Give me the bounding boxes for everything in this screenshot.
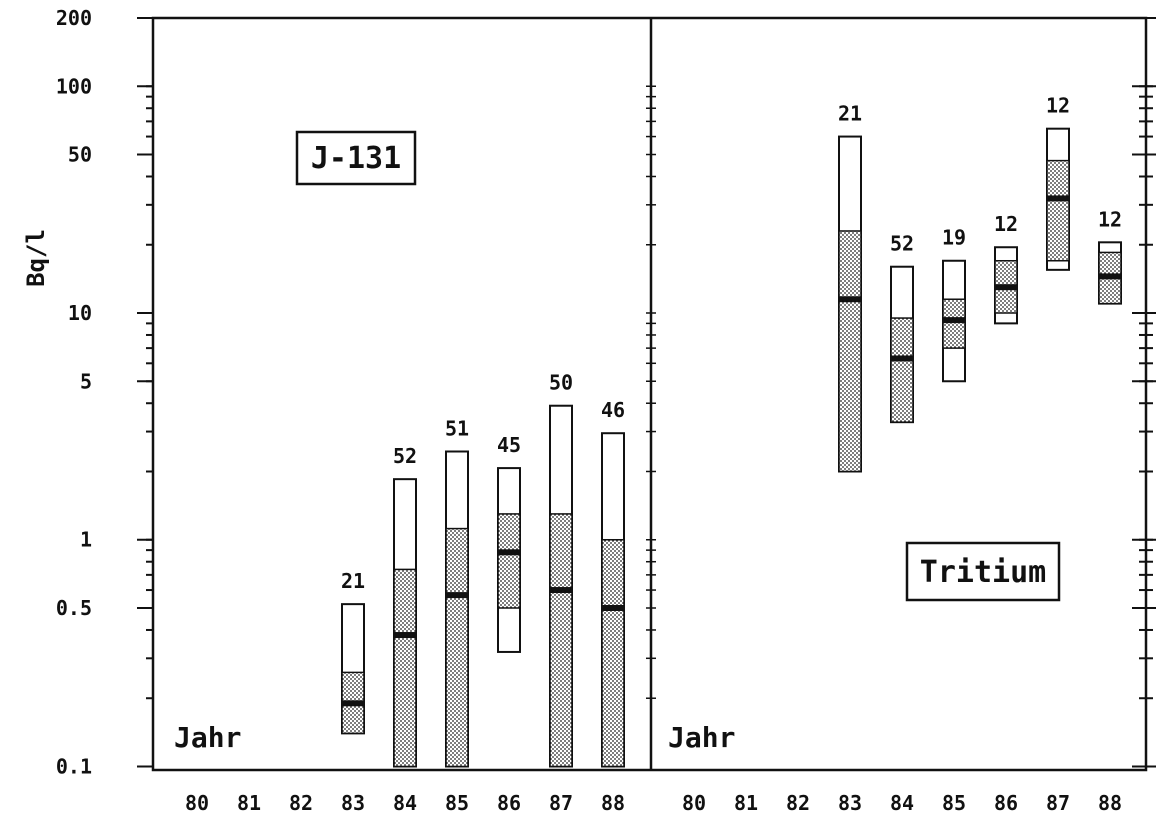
- x-tick-label: 87: [1046, 791, 1070, 815]
- count-label: 52: [890, 232, 914, 256]
- bar-right-83: 21: [838, 102, 862, 473]
- x-tick-label: 80: [682, 791, 706, 815]
- median-mark: [601, 605, 625, 611]
- count-label: 21: [341, 569, 365, 593]
- x-tick-label: 85: [942, 791, 966, 815]
- median-mark: [890, 355, 914, 362]
- bar-left-84: 52: [393, 444, 417, 768]
- plot-frame: [151, 16, 1148, 772]
- x-tick-label: 81: [237, 791, 261, 815]
- median-mark: [1098, 273, 1122, 280]
- median-mark: [393, 632, 417, 639]
- panel-labels: J-131 Tritium Jahr Jahr: [174, 130, 1061, 754]
- quartile-box: [445, 527, 469, 768]
- y-tick-label: 1: [80, 528, 92, 552]
- bars: 21 52 51 45 50 46 21 52 19 12 12 12: [341, 94, 1122, 768]
- count-label: 12: [1046, 94, 1070, 118]
- x-tick-label: 84: [393, 791, 417, 815]
- median-mark: [994, 284, 1018, 291]
- count-label: 51: [445, 417, 469, 441]
- median-mark: [942, 317, 966, 324]
- x-tick-label: 81: [734, 791, 758, 815]
- quartile-box: [838, 230, 862, 473]
- bar-left-88: 46: [601, 398, 625, 768]
- median-mark: [445, 592, 469, 599]
- plot-border: [151, 16, 1148, 772]
- y-axis-label: Bq/l: [22, 229, 50, 287]
- count-label: 12: [994, 212, 1018, 236]
- bar-right-84: 52: [890, 232, 914, 424]
- x-tick-label: 83: [838, 791, 862, 815]
- bar-right-87: 12: [1046, 94, 1070, 271]
- quartile-box: [497, 513, 521, 609]
- bar-left-86: 45: [497, 433, 521, 653]
- x-tick-label: 83: [341, 791, 365, 815]
- median-mark: [838, 296, 862, 303]
- x-tick-label: 87: [549, 791, 573, 815]
- y-tick-label: 0.1: [56, 754, 92, 778]
- bar-left-83: 21: [341, 569, 365, 735]
- median-mark: [341, 700, 365, 707]
- quartile-box: [890, 317, 914, 423]
- quartile-box: [942, 298, 966, 349]
- x-axis: 80 81 82 83 84 85 86 87 88 80 81 82 83 84 85 86 87 88: [185, 791, 1122, 815]
- x-tick-label: 80: [185, 791, 209, 815]
- count-label: 46: [601, 398, 625, 422]
- panel-label-box: [905, 541, 1061, 602]
- count-label: 12: [1098, 207, 1122, 231]
- count-label: 45: [497, 433, 521, 457]
- y-tick-label: 5: [80, 369, 92, 393]
- bar-right-88: 12: [1098, 207, 1122, 305]
- x-tick-label: 85: [445, 791, 469, 815]
- x-tick-label: 82: [786, 791, 810, 815]
- bar-right-86: 12: [994, 212, 1018, 325]
- bar-right-85: 19: [942, 226, 966, 383]
- quartile-box: [393, 568, 417, 768]
- y-tick-label: 100: [56, 74, 92, 98]
- median-mark: [549, 587, 573, 594]
- y-tick-label: 200: [56, 6, 92, 30]
- count-label: 19: [942, 226, 966, 250]
- median-mark: [497, 549, 521, 556]
- quartile-box: [601, 538, 625, 768]
- corner-label-jahr: Jahr: [668, 721, 735, 754]
- x-tick-label: 86: [994, 791, 1018, 815]
- panel-label-tritium: Tritium: [920, 555, 1046, 590]
- quartile-box: [1046, 159, 1070, 262]
- x-tick-label: 84: [890, 791, 914, 815]
- x-tick-label: 88: [1098, 791, 1122, 815]
- corner-label-jahr: Jahr: [174, 721, 241, 754]
- panel-label-box: [295, 130, 417, 186]
- count-label: 52: [393, 444, 417, 468]
- median-mark: [1046, 195, 1070, 202]
- y-tick-label: 10: [68, 301, 92, 325]
- x-tick-label: 86: [497, 791, 521, 815]
- y-tick-label: 50: [68, 143, 92, 167]
- bar-left-87: 50: [549, 371, 573, 768]
- bar-left-85: 51: [445, 417, 469, 768]
- x-tick-label: 88: [601, 791, 625, 815]
- x-tick-label: 82: [289, 791, 313, 815]
- y-tick-label: 0.5: [56, 596, 92, 620]
- panel-label-j131: J-131: [311, 141, 401, 176]
- count-label: 50: [549, 371, 573, 395]
- count-label: 21: [838, 102, 862, 126]
- quartile-box: [549, 513, 573, 768]
